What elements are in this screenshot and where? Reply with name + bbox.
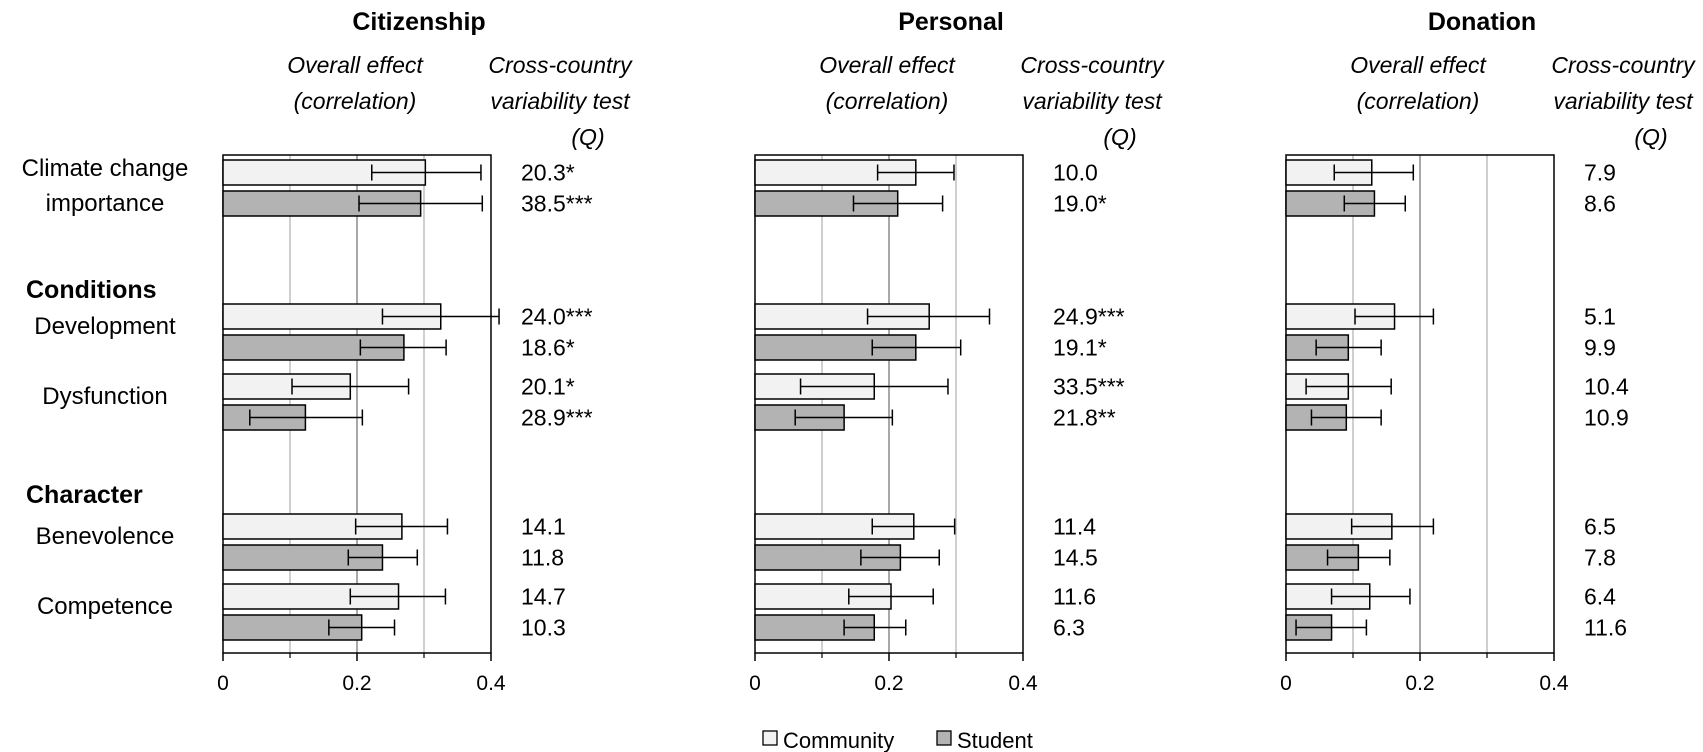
q-header: variability test — [1022, 88, 1163, 114]
q-value-community: 10.4 — [1584, 374, 1629, 400]
q-header: (Q) — [571, 124, 604, 150]
q-value-community: 33.5*** — [1053, 374, 1125, 400]
q-header: variability test — [490, 88, 631, 114]
q-value-student: 11.8 — [521, 545, 564, 571]
q-value-community: 14.7 — [521, 584, 566, 610]
q-header: (Q) — [1103, 124, 1136, 150]
panel-personal: Personal Overall effect (correlation) Cross… — [749, 8, 1165, 695]
effect-header: Overall effect — [819, 52, 956, 78]
row-label-competence: Competence — [37, 593, 173, 620]
q-value-student: 21.8** — [1053, 405, 1116, 431]
q-value-community: 5.1 — [1584, 304, 1616, 330]
legend-label-student: Student — [957, 728, 1033, 752]
x-tick-label: 0.4 — [1008, 672, 1038, 695]
q-value-community: 14.1 — [521, 514, 566, 540]
legend-label-community: Community — [783, 728, 894, 752]
x-tick-label: 0.4 — [476, 672, 506, 695]
q-value-student: 19.0* — [1053, 191, 1107, 217]
row-label-dysfunction: Dysfunction — [42, 383, 167, 410]
q-value-community: 20.1* — [521, 374, 575, 400]
q-header: Cross-country — [1551, 52, 1696, 78]
q-value-student: 19.1* — [1053, 335, 1107, 361]
q-header: Cross-country — [488, 52, 633, 78]
x-tick-label: 0.2 — [874, 672, 903, 695]
q-value-student: 9.9 — [1584, 335, 1616, 361]
q-value-student: 38.5*** — [521, 191, 593, 217]
q-value-student: 18.6* — [521, 335, 575, 361]
q-value-student: 10.3 — [521, 615, 566, 641]
q-value-community: 24.0*** — [521, 304, 593, 330]
effect-header: (correlation) — [294, 88, 417, 114]
panel-title: Personal — [898, 8, 1004, 36]
q-value-student: 10.9 — [1584, 405, 1629, 431]
q-value-community: 6.4 — [1584, 584, 1616, 610]
row-label-climate: Climate change — [22, 155, 189, 182]
x-tick-label: 0.2 — [342, 672, 371, 695]
group-label-conditions: Conditions — [26, 276, 157, 304]
x-tick-label: 0 — [1280, 672, 1292, 695]
bar-student — [222, 544, 384, 571]
legend: Community Student — [762, 728, 1033, 752]
q-value-student: 6.3 — [1053, 615, 1085, 641]
effect-header: Overall effect — [1350, 52, 1487, 78]
q-value-community: 11.6 — [1053, 584, 1096, 610]
effect-header: (correlation) — [1357, 88, 1480, 114]
x-tick-label: 0.2 — [1405, 672, 1434, 695]
q-value-community: 10.0 — [1053, 160, 1098, 186]
q-value-student: 14.5 — [1053, 545, 1098, 571]
row-label-development: Development — [34, 313, 176, 340]
q-value-community: 7.9 — [1584, 160, 1616, 186]
x-tick-label: 0 — [749, 672, 761, 695]
effect-header: Overall effect — [287, 52, 424, 78]
row-label-benevolence: Benevolence — [36, 523, 175, 550]
x-tick-label: 0.4 — [1539, 672, 1569, 695]
q-header: (Q) — [1634, 124, 1667, 150]
q-header: variability test — [1553, 88, 1694, 114]
panel-title: Donation — [1428, 8, 1536, 36]
legend-swatch-community — [762, 730, 778, 746]
q-value-community: 6.5 — [1584, 514, 1616, 540]
panel-title: Citizenship — [352, 8, 485, 36]
bar-student — [754, 190, 899, 217]
effect-header: (correlation) — [826, 88, 949, 114]
row-label-climate: importance — [46, 190, 165, 217]
x-tick-label: 0 — [217, 672, 229, 695]
q-value-student: 28.9*** — [521, 405, 593, 431]
q-value-community: 11.4 — [1053, 514, 1096, 540]
q-value-community: 24.9*** — [1053, 304, 1125, 330]
q-value-student: 7.8 — [1584, 545, 1616, 571]
q-value-student: 11.6 — [1584, 615, 1627, 641]
q-value-student: 8.6 — [1584, 191, 1616, 217]
legend-swatch-student — [936, 730, 952, 746]
q-value-community: 20.3* — [521, 160, 575, 186]
group-label-character: Character — [26, 481, 143, 509]
q-header: Cross-country — [1020, 52, 1165, 78]
panel-donation: Donation Overall effect (correlation) Cross… — [1280, 8, 1696, 695]
panel-citizenship: Citizenship Overall effect (correlation) Cr… — [217, 8, 633, 695]
